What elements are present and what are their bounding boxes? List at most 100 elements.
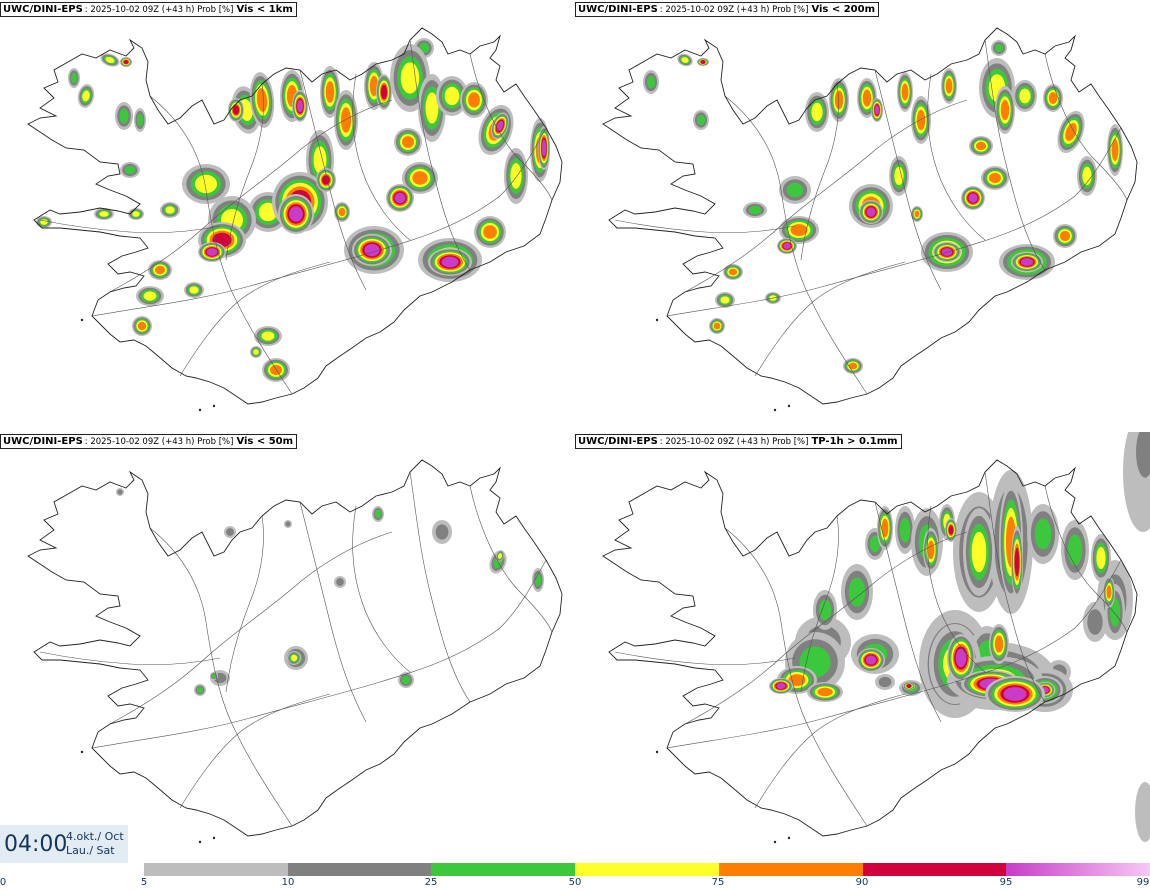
probability-blob [869,535,881,553]
road-line [724,527,868,827]
road-line [109,99,393,293]
parameter-name: TP-1h > 0.1mm [811,436,898,447]
probability-blob [1082,166,1092,186]
probability-blob [290,654,298,662]
probability-blob [866,207,876,217]
map-vis-1km [27,27,563,412]
road-line [149,527,293,827]
colorbar-tick-label: 10 [281,877,295,888]
probability-blob [394,192,406,204]
road-line [179,261,331,377]
road-line [109,531,393,725]
probability-blob [232,105,240,115]
road-line [39,651,221,666]
probability-blob [989,172,1001,184]
road-line [874,501,942,723]
road-line [179,693,331,809]
colorbar-segment [575,863,719,876]
road-line [800,83,839,261]
colorbar-segment [144,863,288,876]
valid-time: 04:00 [4,832,68,857]
probability-blob [817,687,833,697]
map-panel-vis-1km: UWC/DINI-EPS: 2025-10-02 09Z (+43 h) Pro… [0,0,575,430]
probability-blob [124,165,136,175]
road-line [724,95,868,395]
probability-blob [325,80,335,104]
panel-title: UWC/DINI-EPS: 2025-10-02 09Z (+43 h) Pro… [575,434,902,449]
probability-blob [818,599,832,621]
probability-blob [541,139,547,157]
island [212,404,216,408]
road-line [225,515,264,693]
road-line [614,219,796,234]
road-line [225,83,264,261]
probability-blob [270,364,282,376]
probability-blob [256,88,268,112]
probability-blob [811,102,823,122]
probability-blob [1014,547,1020,577]
probability-blob [99,211,109,217]
probability-blob [713,322,721,330]
probability-blob [211,673,217,679]
colorbar-segment [862,863,1007,876]
probability-blob [154,265,166,275]
probability-blob [1067,534,1083,566]
probability-blob [994,43,1004,53]
roads-layer [614,39,1128,395]
run-meta: : 2025-10-02 09Z (+43 h) Prob [%] [84,437,234,447]
island [198,840,202,844]
probability-blob [82,90,90,102]
panel-title: UWC/DINI-EPS: 2025-10-02 09Z (+43 h) Pro… [575,2,880,17]
panel-title: UWC/DINI-EPS: 2025-10-02 09Z (+43 h) Pro… [0,2,297,17]
probability-blob [700,60,706,64]
island [773,408,777,412]
roads-layer [39,39,553,395]
colorbar-tick-label: 25 [424,877,438,888]
island [212,836,216,840]
probability-blob [534,573,542,587]
probability-blob [971,531,987,573]
probability-blob [117,489,123,495]
parameter-name: Vis < 50m [236,436,294,447]
valid-date-line-2: Lau./ Sat [66,844,115,857]
probability-blob [313,146,327,174]
probability-blob [1020,258,1034,266]
probability-blob [296,99,304,113]
road-line [754,261,906,377]
probability-blob [899,517,911,543]
colorbar-tick-label: 75 [711,877,725,888]
colorbar-segment [718,863,863,876]
probability-blob [196,686,204,694]
road-line [469,53,553,201]
map-vis-50m [27,459,563,844]
probability-blob [483,225,497,239]
road-line [666,127,1122,317]
road-line [91,559,547,749]
probability-blob [189,286,199,294]
probability-blob [441,256,459,268]
probability-blob [1111,138,1119,162]
probability-blob [289,206,303,222]
road-line [299,501,367,723]
probability-blob [1034,518,1052,550]
probability-blob [123,60,129,64]
map-panel-precip: UWC/DINI-EPS: 2025-10-02 09Z (+43 h) Pro… [575,432,1150,862]
island [198,408,202,412]
road-line [299,69,367,291]
probability-blob [322,175,330,185]
probability-blob [865,655,877,665]
probability-blob [143,291,157,301]
probability-blob [132,211,140,217]
probability-blob [136,113,144,127]
probability-blob [945,78,953,94]
probability-field [643,40,1123,374]
probability-blob [137,321,147,331]
probability-blob [906,684,912,688]
probability-blob [444,86,460,106]
probability-blob [206,248,218,256]
colorbar-segment [431,863,576,876]
road-line [927,505,986,673]
probability-blob [790,224,808,236]
probability-blob [336,578,344,586]
road-line [666,559,1122,749]
